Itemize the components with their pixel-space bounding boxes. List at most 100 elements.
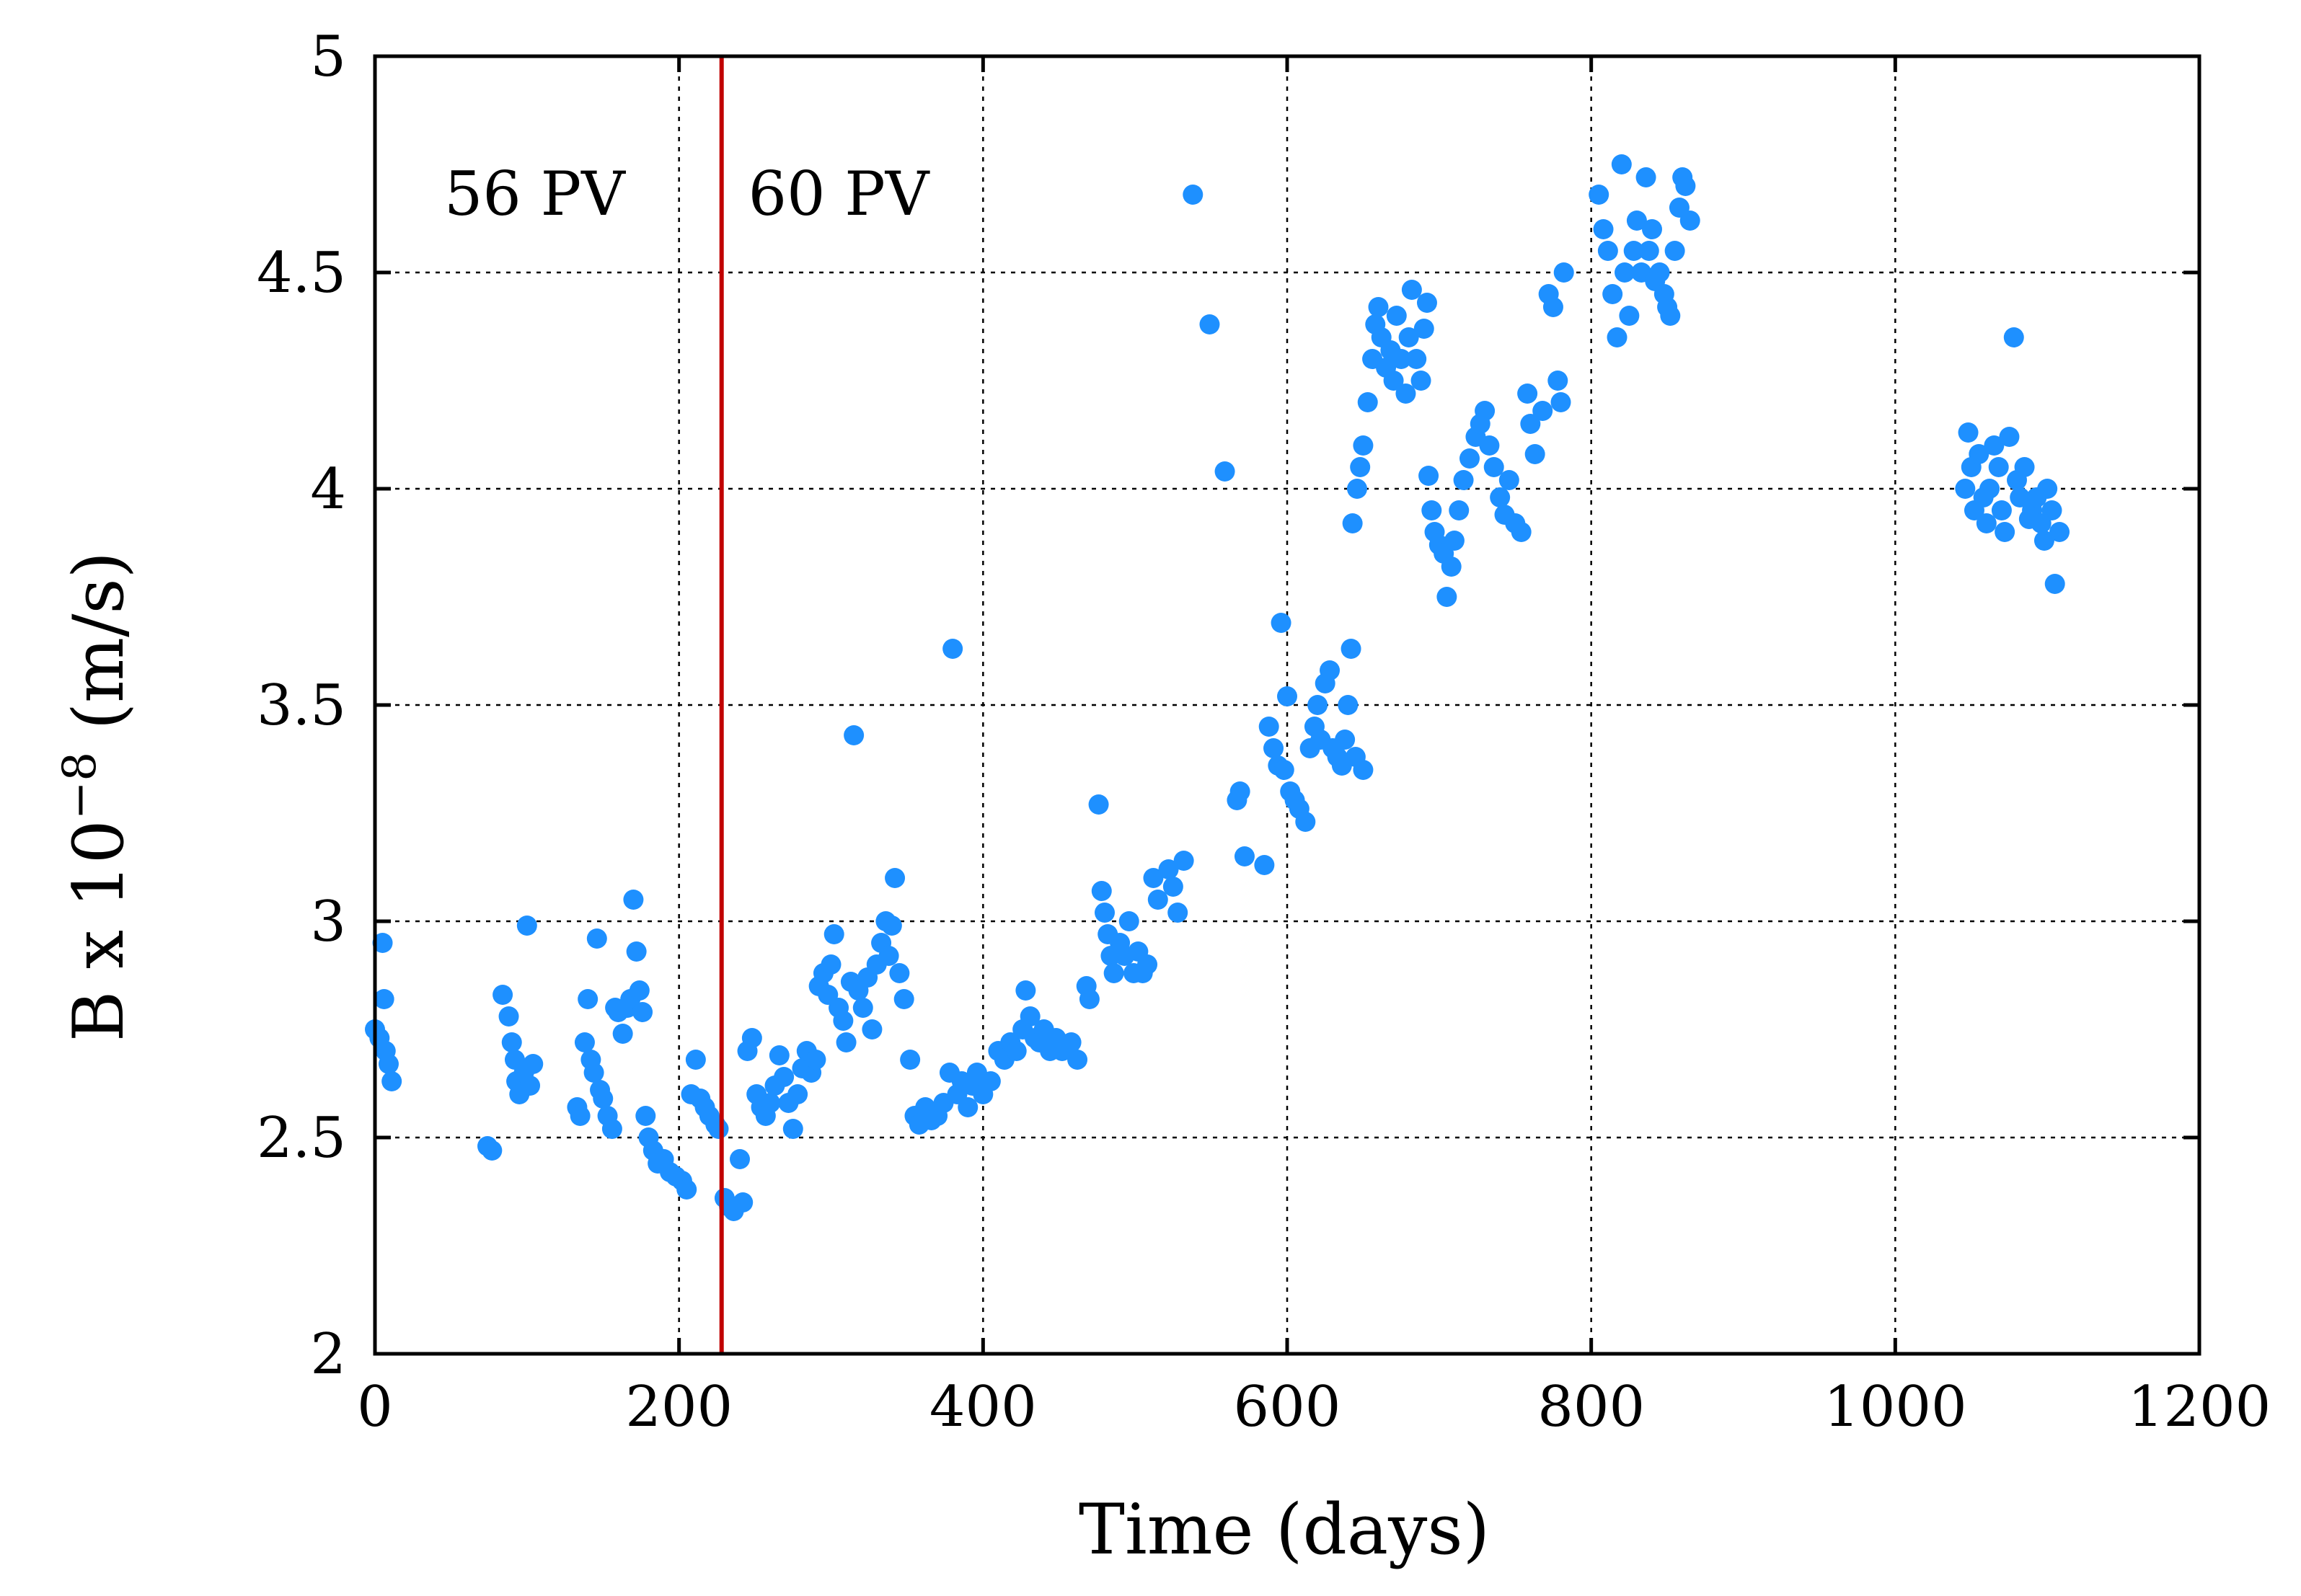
data-point bbox=[1979, 479, 2000, 499]
data-point bbox=[1589, 185, 1609, 205]
data-point bbox=[760, 1093, 781, 1113]
data-point bbox=[1395, 384, 1416, 404]
data-point bbox=[889, 963, 910, 983]
data-point bbox=[769, 1045, 790, 1065]
data-point bbox=[980, 1071, 1001, 1091]
data-point bbox=[1675, 176, 1696, 196]
data-point bbox=[1214, 461, 1235, 482]
data-point bbox=[482, 1140, 503, 1161]
data-point bbox=[1401, 280, 1422, 300]
data-point bbox=[1277, 686, 1297, 706]
data-point bbox=[570, 1106, 591, 1126]
data-point bbox=[676, 1179, 697, 1200]
data-point bbox=[1183, 185, 1204, 205]
data-point bbox=[1593, 219, 1614, 239]
data-point bbox=[1520, 414, 1541, 434]
data-point bbox=[1969, 444, 1989, 464]
data-point bbox=[958, 1097, 979, 1117]
data-point bbox=[836, 1032, 857, 1052]
data-point bbox=[2044, 574, 2065, 594]
data-point bbox=[1383, 371, 1404, 391]
data-point bbox=[2003, 327, 2024, 347]
data-point bbox=[1143, 868, 1164, 888]
data-point bbox=[493, 985, 513, 1005]
data-point bbox=[1320, 660, 1341, 680]
data-point bbox=[1615, 262, 1635, 283]
data-point bbox=[374, 989, 394, 1009]
data-point bbox=[2041, 500, 2062, 520]
y-axis-title-unit: (m/s) bbox=[58, 551, 139, 752]
data-point bbox=[893, 989, 914, 1009]
data-point bbox=[1353, 760, 1374, 780]
data-point bbox=[1984, 435, 2005, 456]
data-point bbox=[1234, 846, 1255, 866]
data-point bbox=[1091, 881, 1112, 901]
data-point bbox=[1623, 241, 1644, 261]
data-point bbox=[1611, 154, 1632, 174]
y-tick-label: 2.5 bbox=[257, 1106, 346, 1171]
data-point bbox=[833, 1011, 854, 1031]
y-axis-title: B x 10−8 (m/s) bbox=[53, 551, 139, 1042]
data-point bbox=[1406, 349, 1427, 369]
x-tick-label: 600 bbox=[1234, 1375, 1341, 1440]
data-point bbox=[1532, 401, 1553, 421]
data-point bbox=[1524, 444, 1545, 464]
data-point bbox=[1619, 306, 1640, 326]
data-point bbox=[1258, 717, 1279, 737]
data-point bbox=[1441, 557, 1462, 577]
data-point bbox=[586, 928, 607, 949]
data-point bbox=[852, 998, 873, 1018]
data-point bbox=[1483, 457, 1504, 477]
data-point bbox=[1413, 319, 1434, 339]
data-point bbox=[1955, 479, 1976, 499]
data-point bbox=[2037, 479, 2058, 499]
data-point bbox=[583, 1063, 604, 1083]
data-point bbox=[821, 954, 842, 975]
data-point bbox=[1642, 219, 1662, 239]
y-axis-title-exponent: −8 bbox=[53, 752, 107, 820]
data-point bbox=[1553, 262, 1574, 283]
data-point bbox=[1368, 297, 1389, 317]
data-point bbox=[1607, 327, 1628, 347]
data-point bbox=[1999, 427, 2020, 447]
data-point bbox=[1158, 859, 1179, 879]
data-point bbox=[1271, 613, 1291, 633]
data-point bbox=[1597, 241, 1618, 261]
data-point bbox=[1307, 695, 1328, 715]
data-point bbox=[632, 1002, 653, 1022]
data-point bbox=[1095, 903, 1115, 923]
data-point bbox=[1490, 487, 1511, 507]
data-point bbox=[881, 916, 902, 936]
data-point bbox=[878, 946, 899, 966]
data-point bbox=[844, 725, 865, 745]
data-point bbox=[1335, 730, 1356, 750]
data-point bbox=[372, 933, 393, 953]
data-point bbox=[1976, 513, 1997, 533]
data-point bbox=[900, 1050, 921, 1070]
data-point bbox=[501, 1032, 522, 1052]
data-point bbox=[1391, 349, 1412, 369]
data-point bbox=[612, 1024, 633, 1044]
data-point bbox=[498, 1006, 519, 1027]
data-point bbox=[1229, 781, 1250, 802]
x-tick-label: 1200 bbox=[2128, 1375, 2271, 1440]
data-point bbox=[381, 1071, 402, 1091]
y-tick-label: 2 bbox=[310, 1322, 346, 1387]
data-point bbox=[2049, 522, 2070, 542]
data-point bbox=[1988, 457, 2009, 477]
data-point bbox=[1550, 392, 1571, 412]
y-tick-label: 3 bbox=[310, 890, 346, 954]
data-point bbox=[1453, 470, 1474, 490]
x-tick-label: 0 bbox=[357, 1375, 393, 1440]
data-point bbox=[741, 1028, 762, 1048]
x-axis-title: Time (days) bbox=[1079, 1489, 1490, 1570]
data-point bbox=[1958, 422, 1979, 443]
data-point bbox=[1498, 470, 1519, 490]
data-point bbox=[623, 890, 644, 910]
data-point bbox=[1341, 639, 1361, 659]
data-point bbox=[1346, 479, 1367, 499]
data-point bbox=[1079, 989, 1100, 1009]
data-point bbox=[1118, 911, 1139, 931]
data-point bbox=[629, 980, 650, 1001]
data-point bbox=[2010, 487, 2031, 507]
